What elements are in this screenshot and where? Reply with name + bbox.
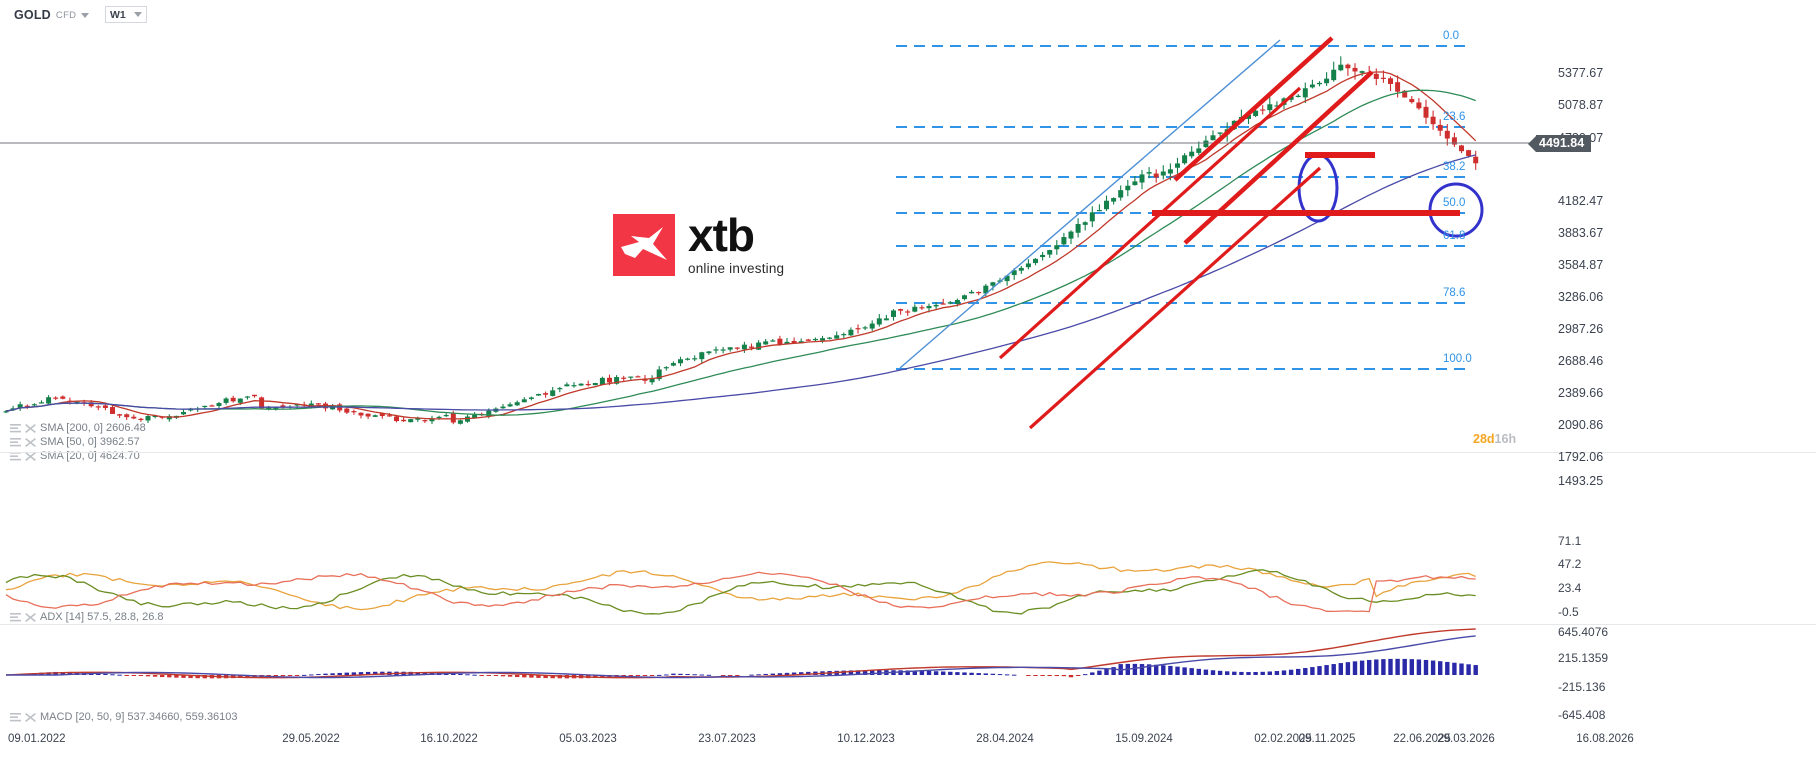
legend-adx-label: ADX [14] 57.5, 28.8, 26.8	[40, 611, 164, 623]
xtb-watermark-logo: xtb online investing	[613, 209, 785, 276]
legend-macd-label: MACD [20, 50, 9] 537.34660, 559.36103	[40, 711, 238, 723]
legend-sma50-label: SMA [50, 0] 3962.57	[40, 436, 140, 448]
drawing-annotations-overlay[interactable]	[0, 28, 1540, 451]
price-axis-tick: 3584.87	[1558, 258, 1604, 272]
adx-indicator-pane[interactable]: ADX [14] 57.5, 28.8, 26.8	[0, 533, 1816, 623]
price-plot-area[interactable]	[0, 28, 1540, 451]
time-axis-tick: 16.10.2022	[420, 733, 478, 745]
pane-divider-adx-macd	[0, 624, 1816, 625]
macd-series	[5, 628, 1478, 679]
adx-plot-area[interactable]	[0, 533, 1540, 623]
fibonacci-level-label: 50.0	[1443, 197, 1466, 209]
price-axis-tick: 5078.87	[1558, 98, 1604, 112]
time-axis-tick: 15.09.2024	[1115, 733, 1173, 745]
price-axis-tick: 3286.06	[1558, 290, 1604, 304]
legend-sma20-label: SMA [20, 0] 4624.70	[40, 450, 140, 462]
xtb-brand-name: xtb	[688, 209, 755, 262]
time-axis[interactable]: 09.01.2022 29.05.2022 16.10.2022 05.03.2023…	[0, 731, 1816, 761]
timeframe-label: W1	[110, 8, 126, 21]
chevron-down-icon[interactable]	[81, 12, 90, 18]
time-axis-tick: 29.03.2026	[1437, 733, 1495, 745]
macd-axis-tick: 645.4076	[1558, 625, 1609, 639]
price-axis-tick: 4182.47	[1558, 194, 1604, 208]
current-price-value: 4491.84	[1536, 135, 1592, 152]
countdown-days: 28d	[1473, 432, 1495, 446]
macd-axis-tick: -645.408	[1558, 708, 1606, 722]
settings-icon[interactable]	[10, 712, 21, 722]
instrument-type-label: CFD	[55, 9, 77, 21]
macd-axis-tick: 215.1359	[1558, 651, 1609, 665]
close-icon[interactable]	[25, 437, 36, 447]
close-icon[interactable]	[25, 612, 36, 622]
settings-icon[interactable]	[10, 612, 21, 622]
fibonacci-level-label: 0.0	[1443, 30, 1459, 42]
xtb-logo-text: xtb online investing	[688, 209, 785, 276]
close-icon[interactable]	[25, 451, 36, 461]
price-axis-tick: 2688.46	[1558, 354, 1604, 368]
countdown-hours: 16h	[1494, 432, 1517, 446]
time-axis-tick: 28.04.2024	[976, 733, 1034, 745]
adx-axis-tick: 71.1	[1558, 534, 1582, 548]
adx-axis-tick: -0.5	[1558, 605, 1579, 619]
price-axis[interactable]: 5377.675078.874780.074182.473883.673584.…	[1540, 28, 1816, 488]
time-axis-tick: 10.12.2023	[837, 733, 895, 745]
close-icon[interactable]	[25, 712, 36, 722]
chart-toolbar: GOLD CFD W1	[0, 0, 1816, 28]
legend-sma50[interactable]: SMA [50, 0] 3962.57	[10, 436, 140, 448]
adx-axis-tick: 47.2	[1558, 557, 1582, 571]
adx-axis[interactable]: 71.1 47.2 23.4 -0.5	[1540, 533, 1816, 623]
legend-adx[interactable]: ADX [14] 57.5, 28.8, 26.8	[10, 611, 164, 623]
macd-axis-tick: -215.136	[1558, 680, 1606, 694]
pane-divider-price-adx	[0, 452, 1816, 453]
price-axis-tick: 2987.26	[1558, 322, 1604, 336]
macd-plot-area[interactable]	[0, 625, 1540, 725]
timeframe-selector[interactable]: W1	[105, 6, 147, 23]
price-badge-arrow-icon	[1528, 135, 1536, 152]
symbol-name: GOLD	[14, 8, 51, 22]
legend-sma200-label: SMA [200, 0] 2606.48	[40, 422, 146, 434]
current-price-badge: 4491.84	[1528, 135, 1592, 152]
fibonacci-level-label: 23.6	[1443, 111, 1466, 123]
adx-axis-tick: 23.4	[1558, 581, 1582, 595]
fibonacci-level-label: 61.8	[1443, 230, 1466, 242]
price-axis-tick: 3883.67	[1558, 226, 1604, 240]
fibonacci-level-label: 38.2	[1443, 161, 1466, 173]
legend-sma200[interactable]: SMA [200, 0] 2606.48	[10, 422, 146, 434]
current-price-line	[0, 142, 1540, 144]
bar-countdown-timer: 28d16h	[1473, 432, 1516, 446]
xtb-tagline: online investing	[688, 260, 785, 276]
time-axis-tick: 29.05.2022	[282, 733, 340, 745]
time-axis-tick: 09.01.2022	[8, 733, 66, 745]
symbol-selector[interactable]: GOLD CFD	[14, 8, 90, 22]
time-axis-tick: 23.07.2023	[698, 733, 756, 745]
price-axis-tick: 2090.86	[1558, 418, 1604, 432]
time-axis-tick: 16.08.2026	[1576, 733, 1634, 745]
macd-indicator-pane[interactable]: MACD [20, 50, 9] 537.34660, 559.36103	[0, 625, 1816, 725]
legend-sma20[interactable]: SMA [20, 0] 4624.70	[10, 450, 140, 462]
price-axis-tick: 5377.67	[1558, 66, 1604, 80]
fibonacci-level-label: 100.0	[1443, 353, 1472, 365]
time-axis-tick: 02.02.2025	[1254, 733, 1312, 745]
price-pane[interactable]: xtb online investing SMA [200, 0] 2606.4…	[0, 28, 1816, 462]
price-axis-tick: 1792.06	[1558, 450, 1604, 464]
close-icon[interactable]	[25, 423, 36, 433]
macd-axis[interactable]: 645.4076 215.1359 -215.136 -645.408	[1540, 625, 1816, 725]
fibonacci-level-label: 78.6	[1443, 287, 1466, 299]
chevron-down-icon[interactable]	[134, 12, 142, 17]
settings-icon[interactable]	[10, 423, 21, 433]
xtb-logo-mark	[613, 214, 675, 276]
price-axis-tick: 1493.25	[1558, 474, 1604, 488]
legend-macd[interactable]: MACD [20, 50, 9] 537.34660, 559.36103	[10, 711, 238, 723]
price-axis-tick: 2389.66	[1558, 386, 1604, 400]
adx-series	[5, 561, 1476, 615]
time-axis-tick: 05.03.2023	[559, 733, 617, 745]
settings-icon[interactable]	[10, 437, 21, 447]
time-axis-tick: 22.06.2025	[1393, 733, 1451, 745]
xtb-swoosh-icon	[621, 227, 667, 260]
time-axis-tick: 09.11.2025	[1298, 733, 1356, 745]
